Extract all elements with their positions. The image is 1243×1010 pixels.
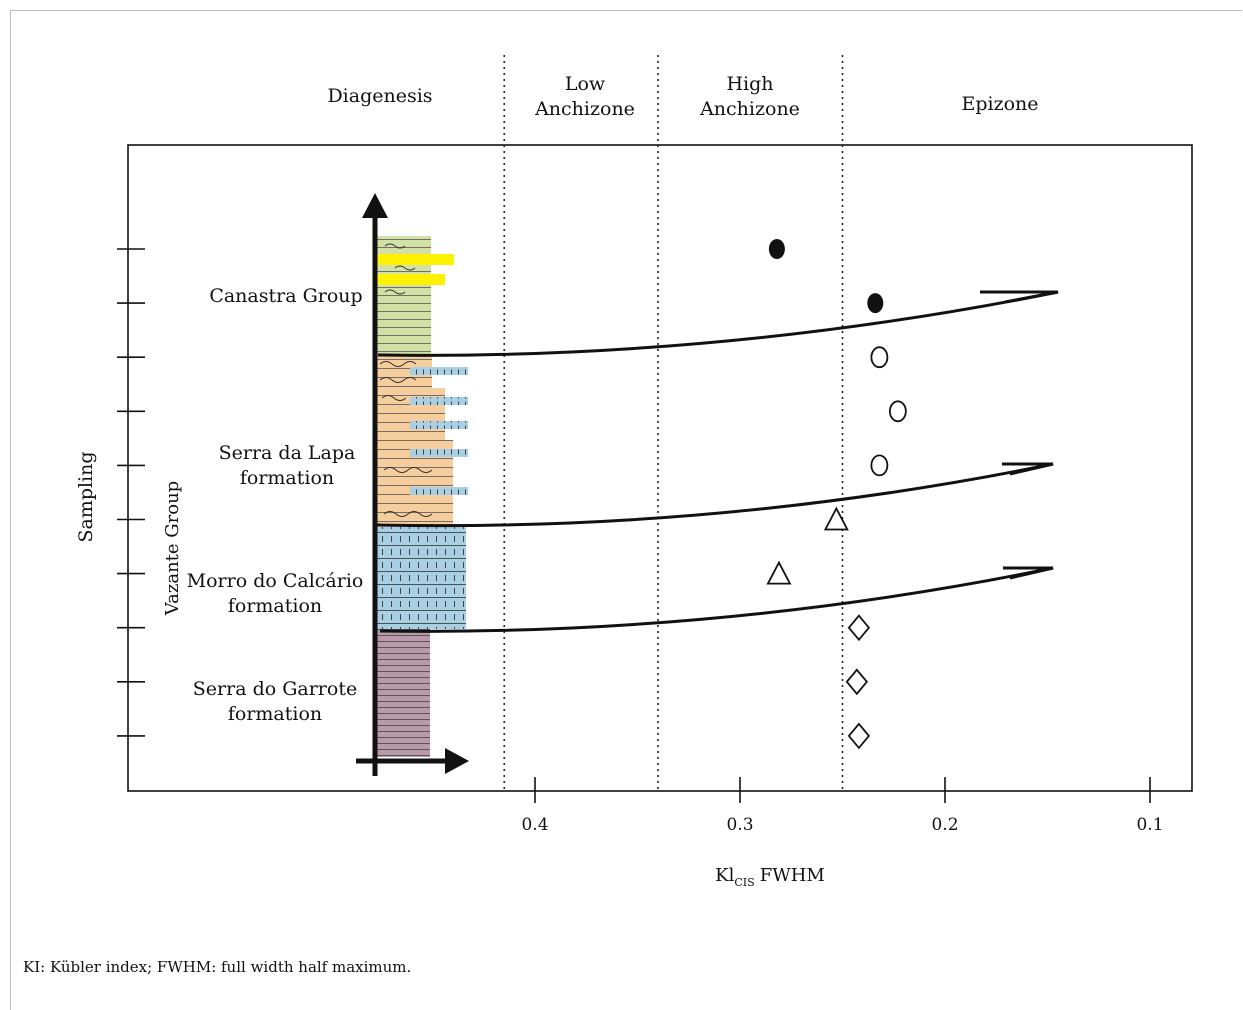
trend-curve-lower — [379, 566, 1054, 633]
zone-boundaries — [503, 55, 844, 791]
x-axis-ticks: 0.4 0.3 0.2 0.1 — [521, 777, 1164, 835]
column-lapa-lens — [410, 421, 468, 429]
x-axis-label: KlCIS FWHM — [715, 865, 825, 889]
trend-curves — [375, 290, 1059, 633]
trend-arrowhead-upper — [980, 290, 1059, 304]
vertical-arrowhead — [362, 193, 388, 218]
data-point — [870, 346, 889, 369]
data-point — [867, 293, 884, 314]
plot-area — [127, 144, 1193, 792]
column-serra-da-lapa — [377, 356, 453, 526]
unit-label: Canastra Group — [209, 285, 362, 307]
trend-curve-upper — [377, 290, 1059, 357]
data-markers — [766, 239, 907, 750]
zone-label: High Anchizone — [699, 73, 800, 120]
data-point — [823, 506, 849, 531]
x-axis-label-sub: CIS — [734, 876, 754, 889]
data-point — [870, 454, 889, 477]
x-tick-label: 0.4 — [521, 815, 548, 835]
data-point — [768, 239, 785, 259]
data-point — [847, 722, 871, 750]
unit-labels: Canastra Group Serra da Lapa formation Morr… — [187, 285, 364, 725]
zone-label: Low Anchizone — [534, 73, 635, 120]
sampling-ticks — [117, 248, 145, 737]
y-axis-label: Sampling — [75, 451, 97, 542]
data-point — [888, 400, 907, 423]
data-point — [845, 668, 869, 696]
column-morro-do-calcario — [377, 527, 466, 629]
column-highlight-band — [377, 254, 454, 265]
column-lapa-wavy — [379, 361, 433, 517]
figure-frame — [10, 10, 1242, 1010]
trend-curve-middle — [375, 462, 1054, 528]
data-point — [766, 560, 792, 585]
unit-label: Morro do Calcário formation — [187, 570, 364, 617]
x-axis-label-main: Kl — [715, 865, 734, 886]
zone-labels: Diagenesis Low Anchizone High Anchizone Epizo… — [327, 73, 1038, 120]
data-point — [847, 614, 871, 642]
stratigraphic-column — [377, 236, 468, 757]
horizontal-arrowhead — [445, 748, 469, 774]
trend-arrowhead-lower — [1003, 566, 1054, 580]
unit-label: Serra do Garrote formation — [193, 678, 357, 725]
x-tick-label: 0.1 — [1136, 815, 1163, 835]
zone-label: Diagenesis — [327, 85, 432, 107]
zone-label: Epizone — [961, 93, 1038, 115]
column-lapa-lens — [410, 397, 468, 405]
column-serra-do-garrote — [377, 629, 430, 757]
unit-label: Serra da Lapa formation — [219, 442, 356, 489]
column-lapa-lens — [410, 449, 468, 457]
column-axes — [356, 193, 469, 776]
figure-caption: KI: Kübler index; FWHM: full width half … — [23, 958, 412, 976]
group-label: Vazante Group — [162, 481, 183, 616]
x-tick-label: 0.2 — [931, 815, 958, 835]
x-tick-label: 0.3 — [726, 815, 753, 835]
x-axis-label-suffix: FWHM — [760, 865, 825, 886]
column-canastra-wavy — [384, 243, 416, 295]
trend-arrowhead-middle — [1002, 462, 1054, 476]
kubler-index-chart: Diagenesis Low Anchizone High Anchizone Epizo… — [75, 55, 1193, 889]
column-highlight-band — [377, 274, 445, 285]
column-lapa-lens — [410, 487, 468, 495]
column-lapa-lens — [410, 367, 468, 375]
